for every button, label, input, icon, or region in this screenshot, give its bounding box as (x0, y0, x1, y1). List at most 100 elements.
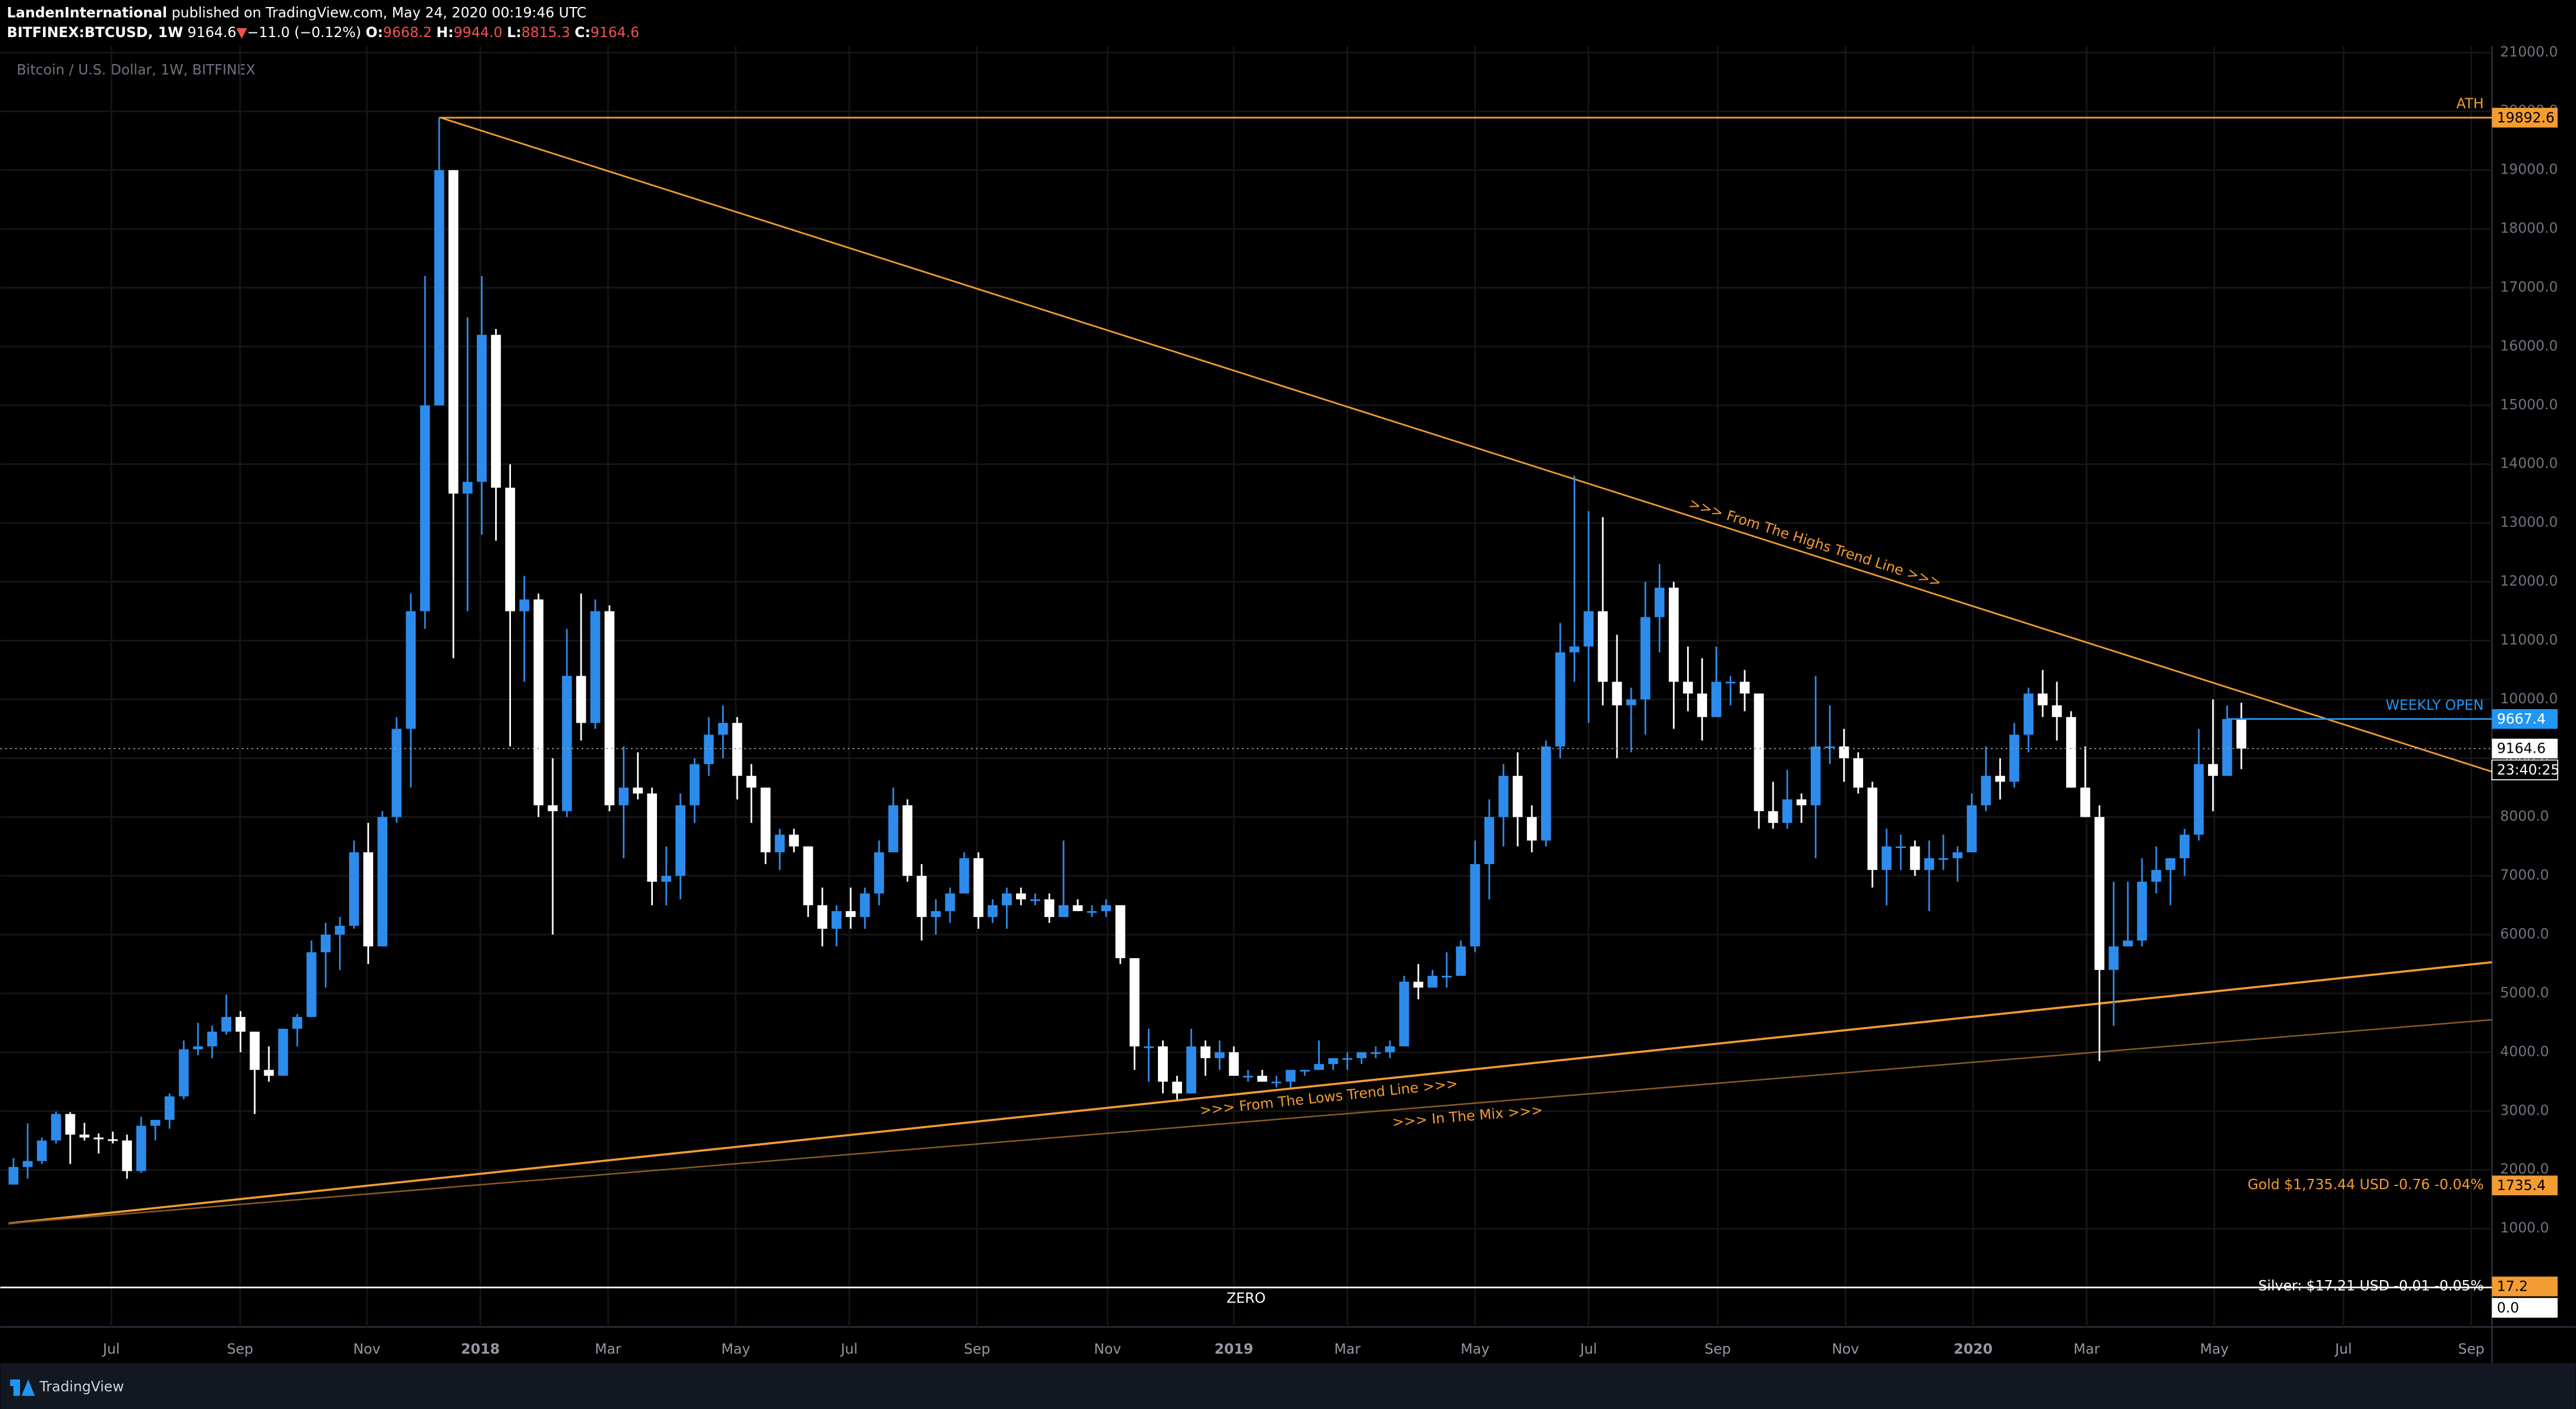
published: published on TradingView.com, May 24, 20… (167, 4, 586, 21)
candle-body (2023, 693, 2034, 735)
x-tick-label: Sep (964, 1341, 990, 1357)
candle-body (1143, 1046, 1154, 1048)
candle-body (221, 1016, 231, 1032)
candle-body (1810, 746, 1821, 806)
candle-body (703, 735, 714, 765)
candle-body (1881, 846, 1892, 870)
candle-body (1271, 1081, 1282, 1084)
candle-body (2236, 719, 2246, 749)
y-tick-label: 21000.0 (2500, 44, 2558, 60)
candle-body (1158, 1046, 1168, 1082)
candle-body (718, 723, 728, 735)
price-box-label: 9164.6 (2497, 740, 2546, 757)
candle-body (2066, 717, 2076, 788)
candle-body (292, 1016, 303, 1029)
candle-body (1470, 864, 1480, 947)
x-tick-label: Nov (1094, 1341, 1121, 1357)
candle-body (2080, 787, 2090, 818)
y-tick-label: 16000.0 (2500, 337, 2558, 354)
candle-body (831, 911, 842, 929)
candle-body (775, 835, 785, 853)
o-key: O: (366, 24, 383, 40)
candle-body (391, 729, 402, 818)
candle-body (491, 334, 501, 488)
candle-body (902, 805, 912, 876)
candle-body (1981, 776, 1991, 806)
candle-body (1385, 1046, 1395, 1052)
candles (8, 117, 2246, 1185)
candle-body (1413, 981, 1423, 988)
candle-body (1796, 799, 1807, 806)
candle-body (207, 1031, 217, 1046)
candle-body (334, 926, 345, 935)
trend-line (440, 117, 2492, 773)
candle-body (619, 787, 629, 806)
candle-body (434, 170, 444, 406)
price-box (2492, 1277, 2558, 1297)
level-label: ZERO (1227, 1290, 1266, 1307)
candle-body (1328, 1058, 1339, 1064)
x-tick-label: Sep (2458, 1341, 2485, 1357)
trend-line (8, 961, 2492, 1225)
candle-body (1725, 682, 1736, 684)
candle-body (647, 793, 658, 882)
candle-body (1484, 817, 1495, 865)
candle-body (2151, 870, 2162, 882)
l-key: L: (507, 24, 522, 40)
price-box-label: 0.0 (2497, 1300, 2519, 1316)
candle-body (519, 599, 530, 612)
candle-body (817, 905, 828, 929)
y-tick-label: 5000.0 (2500, 984, 2549, 1001)
candle-body (1598, 611, 1608, 682)
price-box (2492, 108, 2558, 128)
o-val: 9668.2 (383, 24, 432, 40)
y-tick-label: 4000.0 (2500, 1043, 2549, 1059)
candle-body (1314, 1064, 1324, 1070)
y-tick-label: 6000.0 (2500, 926, 2549, 942)
candle-body (1867, 787, 1878, 870)
candle-body (1640, 617, 1651, 700)
header-line1: LandenInternational published on Trading… (7, 4, 587, 21)
candle-body (79, 1134, 89, 1138)
candle-body (945, 893, 955, 912)
candle-body (1356, 1052, 1367, 1058)
candle-body (859, 893, 870, 918)
candle-body (178, 1049, 189, 1096)
price-box (2492, 1298, 2558, 1318)
candle-body (320, 935, 331, 953)
candle-body (108, 1139, 118, 1141)
candle-body (675, 805, 686, 876)
candle-body (1001, 893, 1012, 906)
level-label: WEEKLY OPEN (2386, 697, 2484, 713)
candle-body (1938, 858, 1948, 860)
price-box (2492, 739, 2558, 759)
candle-body (576, 676, 586, 723)
candle-body (689, 764, 700, 806)
candle-body (36, 1140, 47, 1161)
x-tick-label: May (2200, 1341, 2229, 1357)
x-tick-label: Jul (1579, 1341, 1597, 1357)
candle-body (2179, 835, 2190, 859)
c-val: 9164.6 (590, 24, 639, 40)
candle-body (1115, 905, 1126, 958)
y-tick-label: 8000.0 (2500, 808, 2549, 825)
candle-body (122, 1140, 132, 1171)
candle-body (136, 1125, 147, 1171)
y-tick-label: 10000.0 (2500, 690, 2558, 707)
candle-body (250, 1031, 260, 1070)
candle-body (2123, 941, 2133, 947)
candle-body (1612, 682, 1622, 706)
candle-body (235, 1016, 245, 1032)
candle-body (2193, 764, 2204, 835)
brand: TradingView (39, 1378, 124, 1395)
candle-body (590, 611, 600, 723)
candle-body (1526, 817, 1537, 841)
candle-body (1711, 682, 1721, 717)
candle-body (2051, 705, 2062, 717)
l-val: 8815.3 (522, 24, 570, 40)
y-tick-label: 7000.0 (2500, 867, 2549, 883)
candle-body (1953, 852, 1963, 859)
